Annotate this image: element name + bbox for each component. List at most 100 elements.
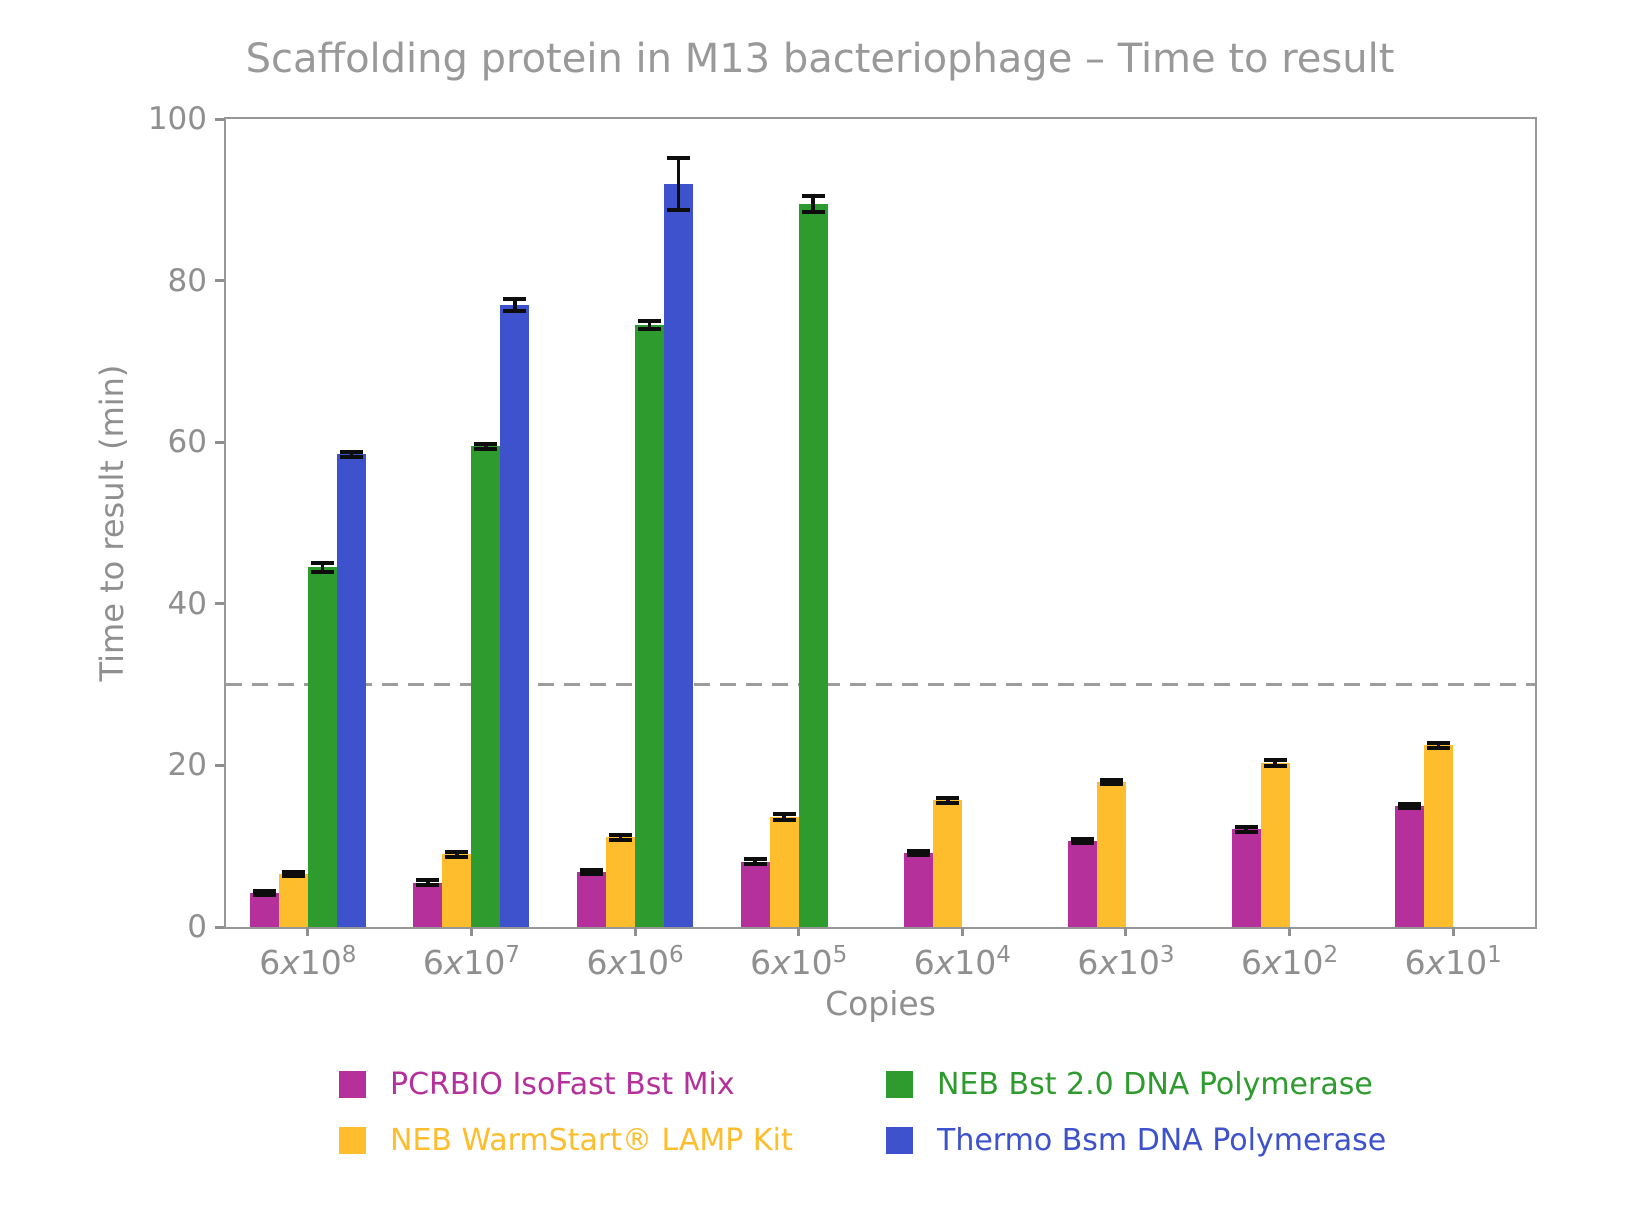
error-bar <box>618 834 623 840</box>
y-tick-mark <box>215 925 224 929</box>
error-bar <box>455 851 459 857</box>
bar-pcrbio-isofast-bst-mix <box>1067 841 1097 927</box>
error-bar <box>291 871 296 876</box>
x-tick-label: 6x101 <box>1404 942 1502 982</box>
error-bar-cap <box>772 817 796 822</box>
y-tick-label: 20 <box>167 747 207 784</box>
error-bar-cap <box>1427 740 1451 745</box>
error-bar <box>484 443 488 449</box>
error-bar-cap <box>1398 805 1422 810</box>
error-bar <box>917 850 921 855</box>
chart-title: Scaffolding protein in M13 bacteriophage… <box>245 36 1395 82</box>
x-tick-label: 6x104 <box>913 942 1011 982</box>
bar-neb-bst-2-0-dna-polymerase <box>307 567 337 927</box>
error-bar-cap <box>907 852 931 857</box>
error-bar-cap <box>743 862 767 867</box>
bar-pcrbio-isofast-bst-mix <box>413 882 443 927</box>
error-bar-cap <box>1099 781 1123 786</box>
error-bar-cap <box>252 893 276 898</box>
bar-thermo-bsm-dna-polymerase <box>500 304 530 927</box>
error-bar-cap <box>609 837 633 842</box>
legend-item: PCRBIO IsoFast Bst Mix <box>339 1062 886 1106</box>
legend-label: Thermo Bsm DNA Polymerase <box>937 1122 1387 1158</box>
x-tick-label: 6x103 <box>1077 942 1175 982</box>
error-bar-cap <box>1234 829 1258 834</box>
error-bar-cap <box>743 856 767 861</box>
error-bar <box>811 195 815 212</box>
y-tick-label: 0 <box>187 909 207 945</box>
bar-neb-warmstart-lamp-kit <box>1096 781 1126 927</box>
error-bar-cap <box>252 889 276 894</box>
error-bar-cap <box>580 872 604 877</box>
bar-neb-warmstart-lamp-kit <box>1424 745 1454 927</box>
legend-item: NEB Bst 2.0 DNA Polymerase <box>886 1062 1386 1106</box>
bar-neb-warmstart-lamp-kit <box>442 854 472 927</box>
error-bar <box>262 891 267 896</box>
error-bar-cap <box>801 209 825 214</box>
error-bar <box>1080 839 1085 844</box>
bar-pcrbio-isofast-bst-mix <box>740 861 770 927</box>
threshold-line <box>226 683 1535 687</box>
bar-pcrbio-isofast-bst-mix <box>577 872 607 927</box>
error-bar-cap <box>310 560 334 565</box>
error-bar-cap <box>416 878 440 883</box>
legend-swatch <box>339 1070 366 1098</box>
error-bar-cap <box>936 800 960 805</box>
legend-swatch <box>339 1126 366 1154</box>
y-axis-label: Time to result (min) <box>93 364 131 682</box>
y-tick-mark <box>215 602 224 606</box>
bar-neb-warmstart-lamp-kit <box>1260 762 1290 927</box>
error-bar <box>753 858 757 865</box>
y-tick-label: 100 <box>147 101 207 137</box>
error-bar-cap <box>1398 801 1422 806</box>
bar-neb-bst-2-0-dna-polymerase <box>471 446 501 927</box>
error-bar-cap <box>1263 758 1287 763</box>
error-bar-cap <box>1099 777 1123 782</box>
y-tick-label: 60 <box>167 424 207 461</box>
x-tick-mark <box>1288 927 1292 936</box>
error-bar-cap <box>339 449 363 454</box>
x-axis-label: Copies <box>825 984 936 1023</box>
error-bar-cap <box>580 867 604 872</box>
error-bar-cap <box>445 849 469 854</box>
error-bar-cap <box>474 446 498 451</box>
error-bar <box>1407 803 1412 808</box>
x-tick-label: 6x108 <box>259 942 357 982</box>
error-bar <box>1436 742 1441 748</box>
x-tick-label: 6x102 <box>1240 942 1339 982</box>
bar-pcrbio-isofast-bst-mix <box>1395 805 1425 927</box>
error-bar-cap <box>281 869 305 874</box>
x-tick-label: 6x106 <box>586 942 684 982</box>
x-tick-mark <box>797 927 801 936</box>
legend-item: Thermo Bsm DNA Polymerase <box>886 1118 1386 1162</box>
plot-area: 0 20 40 60 80 100 6x108 6x107 6x106 6x105 6x104 6x1… <box>148 104 1537 979</box>
bar-thermo-bsm-dna-polymerase <box>336 454 366 927</box>
y-tick-label: 40 <box>167 585 207 622</box>
error-bar-cap <box>1427 745 1451 750</box>
error-bar <box>320 562 325 573</box>
error-bar-cap <box>801 193 825 198</box>
legend-item: NEB WarmStart® LAMP Kit <box>339 1118 886 1162</box>
bar-pcrbio-isofast-bst-mix <box>249 893 279 927</box>
bar-neb-bst-2-0-dna-polymerase <box>635 325 665 927</box>
error-bar-cap <box>416 882 440 887</box>
error-bar-cap <box>772 812 796 817</box>
y-tick-mark <box>215 763 224 767</box>
x-tick-mark <box>306 927 310 936</box>
error-bar-cap <box>281 873 305 878</box>
error-bar-cap <box>936 795 960 800</box>
x-tick-mark <box>469 927 473 936</box>
bar-pcrbio-isofast-bst-mix <box>1231 829 1261 927</box>
legend-swatch <box>886 1070 913 1098</box>
error-bar-cap <box>503 308 527 313</box>
error-bar-cap <box>667 207 691 212</box>
bar-neb-warmstart-lamp-kit <box>769 817 799 927</box>
error-bar-cap <box>609 832 633 837</box>
bar-neb-warmstart-lamp-kit <box>278 873 308 927</box>
error-bar <box>513 299 517 311</box>
legend-swatch <box>886 1126 913 1154</box>
bar-neb-warmstart-lamp-kit <box>933 800 963 927</box>
error-bar-cap <box>1070 837 1094 842</box>
bar-thermo-bsm-dna-polymerase <box>664 183 694 927</box>
error-bar-cap <box>1070 841 1094 846</box>
